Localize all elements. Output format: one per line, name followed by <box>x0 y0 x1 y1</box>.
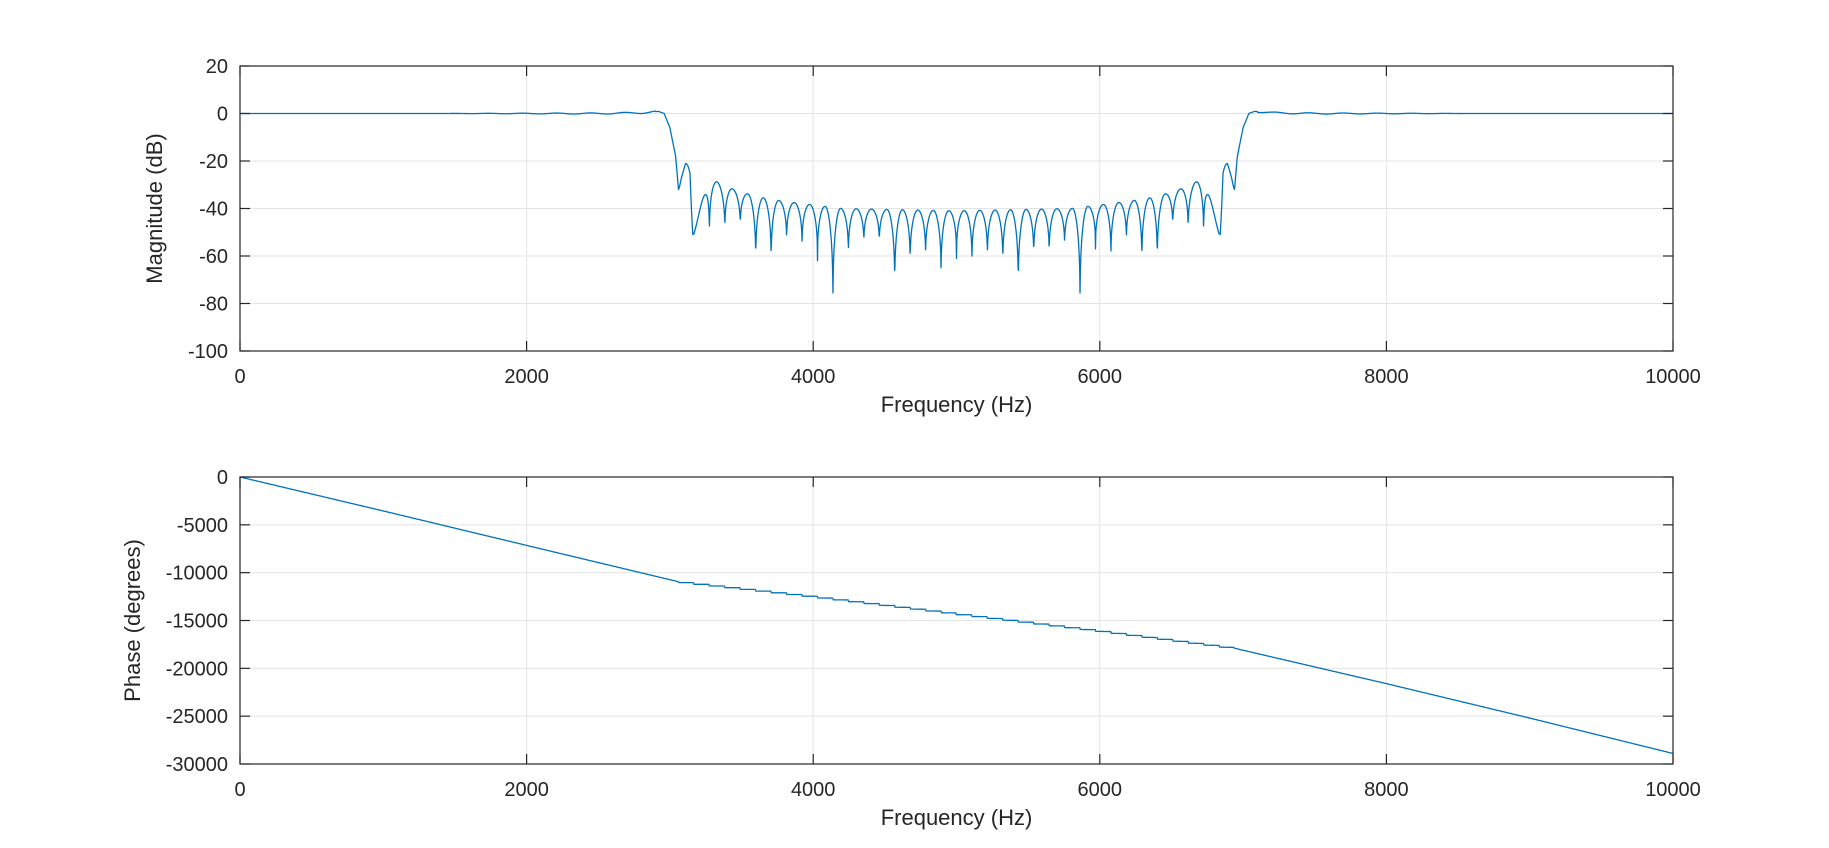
phase-x-tick-label: 8000 <box>1364 779 1409 801</box>
magnitude-x-axis-label: Frequency (Hz) <box>881 392 1033 417</box>
phase-plot: 0 2000 4000 6000 8000 10000 0 -5000 -10000 -15000… <box>120 467 1701 830</box>
magnitude-y-tick-label: -60 <box>199 246 228 268</box>
magnitude-y-tick-label: -20 <box>199 151 228 173</box>
phase-y-tick-label: -15000 <box>166 611 228 633</box>
magnitude-x-tick-label: 2000 <box>504 366 549 388</box>
magnitude-y-tick-label: -40 <box>199 199 228 221</box>
phase-series-line <box>239 476 1674 755</box>
magnitude-x-tick-label: 6000 <box>1078 366 1123 388</box>
phase-y-tick-label: -25000 <box>166 706 228 728</box>
phase-x-tick-label: 0 <box>234 779 245 801</box>
phase-y-tick-label: -5000 <box>177 515 228 537</box>
magnitude-x-tick-label: 0 <box>234 366 245 388</box>
phase-x-axis-label: Frequency (Hz) <box>881 805 1033 830</box>
magnitude-plot: 0 2000 4000 6000 8000 10000 20 0 -20 -40 -60 -80 -10… <box>142 56 1701 417</box>
phase-x-tick-label: 10000 <box>1645 779 1701 801</box>
phase-x-tick-label: 4000 <box>791 779 836 801</box>
phase-x-tick-label: 6000 <box>1078 779 1123 801</box>
phase-y-tick-label: -30000 <box>166 754 228 776</box>
magnitude-x-tick-label: 8000 <box>1364 366 1409 388</box>
magnitude-y-tick-label: -80 <box>199 294 228 316</box>
phase-x-tick-label: 2000 <box>504 779 549 801</box>
magnitude-x-tick-label: 4000 <box>791 366 836 388</box>
magnitude-y-tick-label: -100 <box>188 341 228 363</box>
phase-y-tick-label: -10000 <box>166 563 228 585</box>
phase-y-tick-label: -20000 <box>166 658 228 680</box>
magnitude-y-tick-label: 20 <box>206 56 228 78</box>
phase-y-axis-label: Phase (degrees) <box>120 539 145 702</box>
magnitude-y-tick-label: 0 <box>217 104 228 126</box>
magnitude-y-axis-label: Magnitude (dB) <box>142 133 167 283</box>
magnitude-x-tick-label: 10000 <box>1645 366 1701 388</box>
phase-y-tick-label: 0 <box>217 467 228 489</box>
magnitude-series-line <box>239 110 1674 294</box>
